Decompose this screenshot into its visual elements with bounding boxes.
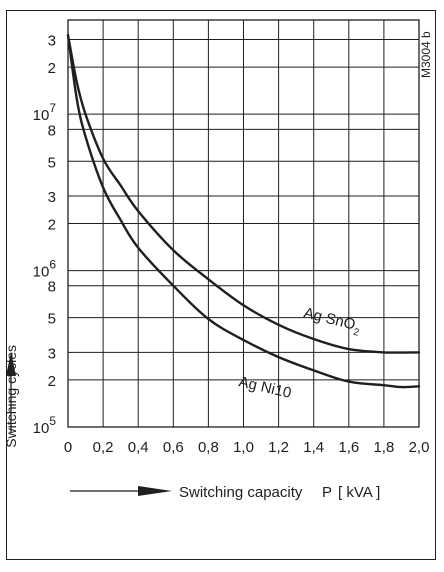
y-tick-label: 105 — [33, 414, 57, 437]
y-tick-label: 2 — [48, 60, 56, 77]
y-axis-arrow-head — [6, 352, 16, 376]
series-line-ag-ni10 — [66, 34, 421, 389]
y-tick-label: 3 — [48, 345, 56, 362]
x-tick-label: 1,6 — [338, 439, 359, 456]
series-label-ag-sno2: Ag SnO2 — [301, 304, 363, 339]
y-tick-label: 107 — [33, 101, 57, 124]
y-tick-label: 2 — [48, 217, 56, 234]
series-layer — [66, 34, 421, 389]
figure-id: M3004 b — [419, 31, 433, 78]
series-line-ag-sno2 — [66, 34, 421, 354]
x-tick-label: 0,2 — [93, 439, 114, 456]
y-tick-label: 5 — [48, 311, 56, 328]
x-tick-label: 0 — [64, 439, 72, 456]
plot-area — [67, 19, 420, 428]
x-tick-label: 1,8 — [373, 439, 394, 456]
x-tick-label: 1,4 — [303, 439, 324, 456]
x-tick-label: 1,0 — [233, 439, 254, 456]
x-axis-label: Switching capacity — [179, 484, 303, 501]
chart-frame — [6, 10, 436, 560]
y-tick-label: 8 — [48, 122, 56, 139]
x-tick-label: 0,4 — [128, 439, 149, 456]
y-tick-label: 106 — [33, 258, 57, 281]
y-tick-label: 8 — [48, 279, 56, 296]
x-tick-label: 0,6 — [163, 439, 184, 456]
grid — [68, 20, 419, 427]
y-tick-label: 3 — [48, 33, 56, 50]
x-axis-symbol: P — [322, 484, 332, 501]
x-tick-labels: 0 0,2 0,4 0,6 0,8 1,0 1,2 1,4 1,6 1,8 2,0 — [64, 439, 430, 456]
x-tick-label: 2,0 — [409, 439, 430, 456]
x-tick-label: 0,8 — [198, 439, 219, 456]
x-tick-label: 1,2 — [268, 439, 289, 456]
y-tick-label: 2 — [48, 373, 56, 390]
y-tick-label: 3 — [48, 189, 56, 206]
x-axis-arrow-head — [138, 486, 172, 496]
y-tick-label: 5 — [48, 154, 56, 171]
x-axis-unit: [ kVA ] — [338, 484, 380, 501]
series-label-ag-ni10: Ag Ni10 — [237, 373, 293, 402]
